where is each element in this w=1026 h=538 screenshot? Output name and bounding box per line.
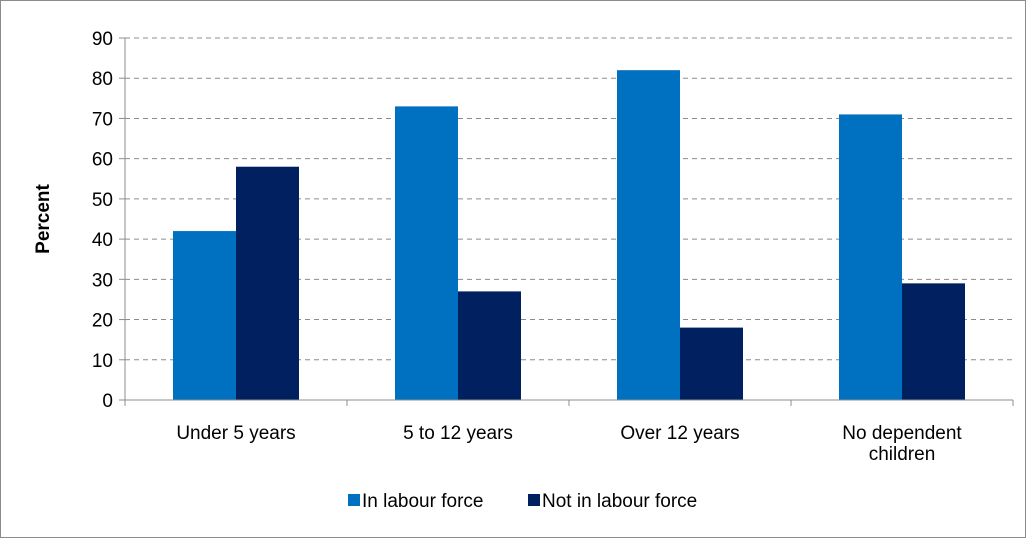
- y-tick-label: 90: [92, 29, 113, 50]
- bar: [617, 70, 680, 400]
- legend-swatch: [528, 494, 540, 506]
- y-tick-label: 30: [92, 270, 113, 291]
- y-axis-title: Percent: [33, 183, 54, 253]
- x-tick-label: Under 5 years: [176, 423, 295, 444]
- y-tick-label: 20: [92, 311, 113, 332]
- y-tick-label: 50: [92, 190, 113, 211]
- bar: [680, 327, 743, 400]
- legend-label: In labour force: [362, 491, 483, 512]
- y-tick-label: 60: [92, 150, 113, 171]
- legend-swatch: [348, 494, 360, 506]
- bars: [173, 70, 965, 400]
- x-tick-label: Over 12 years: [620, 423, 739, 444]
- legend-label: Not in labour force: [542, 491, 697, 512]
- tick-labels: 0 10 20 30 40 50 60 70 80 90 Under 5 years 5 to 12 …: [92, 29, 963, 465]
- y-tick-label: 40: [92, 230, 113, 251]
- bar: [902, 283, 965, 400]
- y-tick-label: 80: [92, 69, 113, 90]
- y-tick-label: 70: [92, 109, 113, 130]
- bar: [236, 166, 299, 400]
- x-tick-label: No dependent: [842, 423, 962, 444]
- axes: [119, 37, 1014, 406]
- y-tick-label: 0: [102, 391, 113, 412]
- x-tick-label: children: [869, 444, 936, 465]
- x-tick-label: 5 to 12 years: [403, 423, 513, 444]
- y-tick-label: 10: [92, 351, 113, 372]
- bar: [173, 231, 236, 400]
- legend: In labour force Not in labour force: [348, 491, 697, 512]
- bar: [458, 291, 521, 400]
- bar: [395, 106, 458, 400]
- bar: [839, 114, 902, 400]
